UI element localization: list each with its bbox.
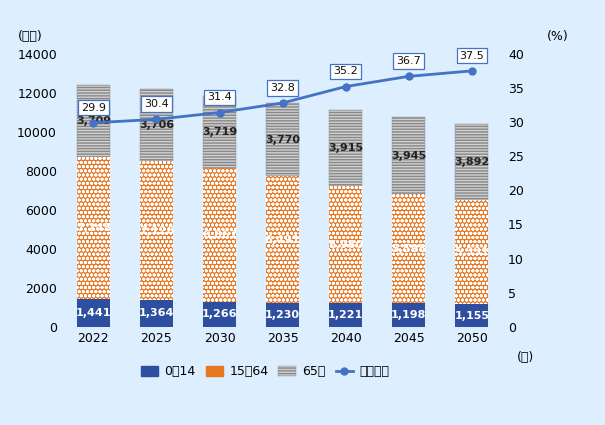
Text: 6,867: 6,867 bbox=[201, 230, 237, 240]
Text: (%): (%) bbox=[548, 30, 569, 43]
Bar bbox=[140, 161, 173, 300]
Bar bbox=[329, 187, 362, 303]
Text: 7,245: 7,245 bbox=[76, 223, 111, 233]
Bar bbox=[203, 168, 236, 302]
Bar bbox=[456, 200, 488, 304]
Bar bbox=[329, 303, 362, 327]
Bar bbox=[392, 194, 425, 303]
Text: 5,598: 5,598 bbox=[391, 244, 426, 254]
Bar bbox=[392, 303, 425, 327]
Text: 31.4: 31.4 bbox=[207, 92, 232, 102]
Text: 3,945: 3,945 bbox=[391, 151, 427, 161]
Bar bbox=[203, 96, 236, 168]
Legend: 0～14, 15～64, 65～, 高齢化率: 0～14, 15～64, 65～, 高齢化率 bbox=[136, 360, 394, 383]
Text: 1,441: 1,441 bbox=[76, 308, 111, 318]
Text: (年): (年) bbox=[517, 351, 534, 364]
Bar bbox=[77, 299, 110, 327]
Text: 3,770: 3,770 bbox=[265, 134, 300, 145]
Text: 6,491: 6,491 bbox=[265, 235, 300, 244]
Text: 3,719: 3,719 bbox=[202, 127, 237, 137]
Text: 1,364: 1,364 bbox=[139, 309, 174, 318]
Bar bbox=[456, 200, 488, 304]
Bar bbox=[329, 187, 362, 303]
Text: 1,221: 1,221 bbox=[328, 310, 363, 320]
Text: 1,155: 1,155 bbox=[454, 311, 489, 320]
Text: (万人): (万人) bbox=[18, 30, 42, 43]
Text: 1,198: 1,198 bbox=[391, 310, 427, 320]
Bar bbox=[77, 157, 110, 299]
Text: 1,230: 1,230 bbox=[265, 310, 300, 320]
Bar bbox=[203, 168, 236, 302]
Bar bbox=[266, 103, 299, 176]
Bar bbox=[456, 125, 488, 200]
Bar bbox=[140, 161, 173, 300]
Bar bbox=[140, 300, 173, 327]
Text: 3,892: 3,892 bbox=[454, 157, 489, 167]
Text: 35.2: 35.2 bbox=[333, 66, 358, 76]
Text: 5,331: 5,331 bbox=[454, 247, 489, 257]
Text: 29.9: 29.9 bbox=[81, 102, 106, 113]
Text: 37.5: 37.5 bbox=[459, 51, 484, 61]
Bar bbox=[392, 194, 425, 303]
Bar bbox=[266, 176, 299, 303]
Text: 30.4: 30.4 bbox=[144, 99, 169, 109]
Text: 3,915: 3,915 bbox=[328, 143, 363, 153]
Text: 36.7: 36.7 bbox=[396, 56, 421, 66]
Text: 32.8: 32.8 bbox=[270, 83, 295, 93]
Bar bbox=[392, 117, 425, 194]
Text: 3,706: 3,706 bbox=[139, 120, 174, 130]
Bar bbox=[77, 85, 110, 157]
Bar bbox=[456, 304, 488, 327]
Bar bbox=[140, 89, 173, 161]
Bar bbox=[266, 303, 299, 327]
Text: 5,980: 5,980 bbox=[328, 240, 363, 249]
Bar bbox=[266, 176, 299, 303]
Bar bbox=[77, 157, 110, 299]
Text: 1,266: 1,266 bbox=[201, 309, 237, 320]
Text: 3,709: 3,709 bbox=[76, 116, 111, 126]
Bar bbox=[329, 110, 362, 187]
Bar bbox=[203, 302, 236, 327]
Text: 7,126: 7,126 bbox=[139, 226, 174, 236]
